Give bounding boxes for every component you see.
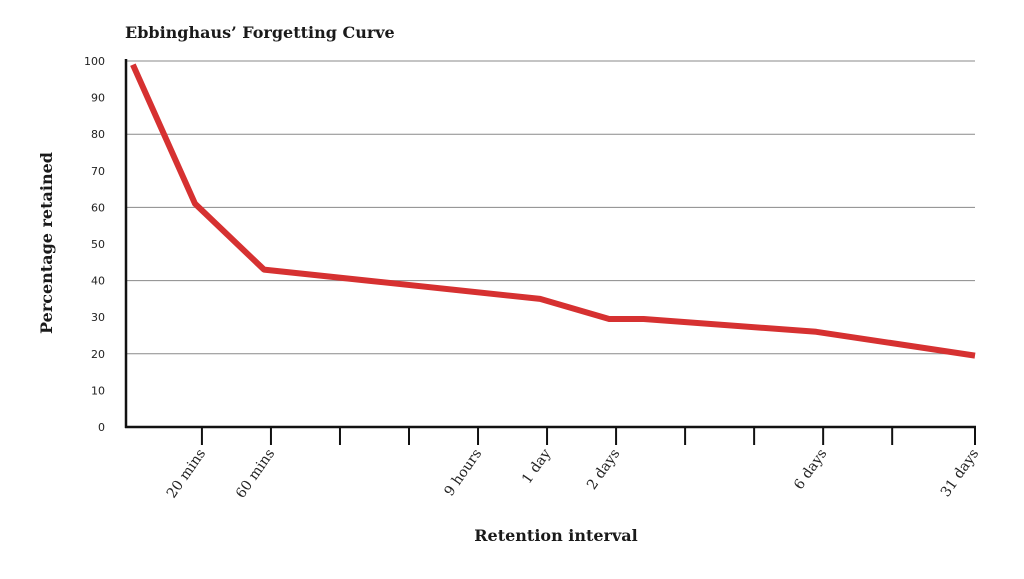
y-tick-label: 60 [91, 201, 105, 214]
retention-curve [130, 63, 976, 359]
y-tick-labels: 0 10 20 30 40 50 60 70 80 90 100 [84, 55, 105, 434]
x-ticks: 20 mins 60 mins 9 hours 1 day 2 days 6 days 31… [164, 427, 982, 501]
y-tick-label: 90 [91, 92, 105, 105]
x-tick-label: 31 days [938, 446, 982, 500]
y-axis-title: Percentage retained [37, 152, 56, 334]
y-tick-label: 80 [91, 128, 105, 141]
x-tick-label: 2 days [584, 446, 623, 493]
series [130, 63, 976, 359]
gridlines [126, 60, 975, 355]
x-tick-label: 1 day [519, 446, 554, 487]
x-tick-label: 9 hours [441, 446, 485, 499]
x-tick-label: 6 days [791, 446, 830, 493]
axes [124, 59, 976, 429]
y-tick-label: 0 [98, 421, 105, 434]
x-tick-label: 60 mins [233, 446, 278, 501]
y-tick-label: 40 [91, 275, 105, 288]
y-tick-label: 70 [91, 165, 105, 178]
x-tick-label: 20 mins [164, 446, 209, 501]
y-tick-label: 100 [84, 55, 105, 68]
x-axis-title: Retention interval [474, 526, 637, 545]
y-tick-label: 10 [91, 384, 105, 397]
chart-title: Ebbinghaus’ Forgetting Curve [125, 23, 395, 42]
y-tick-label: 30 [91, 311, 105, 324]
y-tick-label: 20 [91, 348, 105, 361]
y-tick-label: 50 [91, 238, 105, 251]
